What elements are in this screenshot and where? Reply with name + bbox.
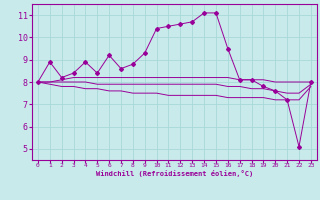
X-axis label: Windchill (Refroidissement éolien,°C): Windchill (Refroidissement éolien,°C)	[96, 170, 253, 177]
